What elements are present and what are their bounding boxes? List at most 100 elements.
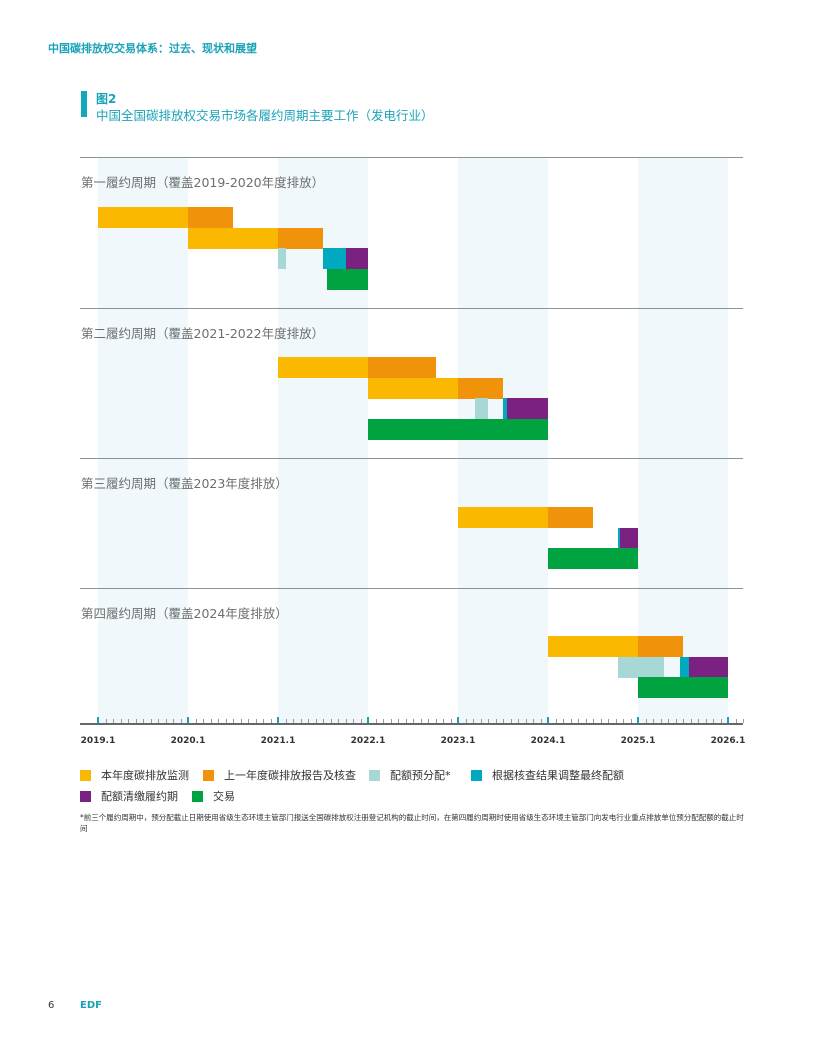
bar-adjust [323,248,346,270]
minor-tick [743,719,744,723]
legend-swatch [80,790,91,802]
minor-tick [353,719,354,723]
bar-report [458,377,503,399]
minor-tick [413,719,414,723]
minor-tick [135,719,137,723]
minor-tick [330,719,332,723]
minor-tick [195,719,197,723]
x-axis [80,723,743,725]
legend-swatch [203,769,214,781]
legend-swatch [471,769,482,781]
minor-tick [420,719,422,723]
bar-adjust [503,398,507,420]
minor-tick [465,719,467,723]
minor-tick [473,719,474,723]
minor-tick [510,719,512,723]
minor-tick [653,719,654,723]
major-tick [367,717,369,723]
page-number: 6 [48,1000,55,1011]
minor-tick [240,719,242,723]
minor-tick [735,719,737,723]
cycle-label: 第三履约周期（覆盖2023年度排放） [81,476,288,491]
minor-tick [668,719,669,723]
legend-label: 交易 [213,790,235,803]
legend-label: 配额清缴履约期 [101,790,178,803]
year-shade [638,157,728,724]
minor-tick [405,719,407,723]
bar-report [368,357,436,379]
minor-tick [128,719,129,723]
legend-swatch [80,769,91,781]
legend-item: 根据核查结果调整最终配额 [471,767,624,783]
bar-preallocate [617,656,664,678]
minor-tick [173,719,174,723]
year-shade [98,157,188,724]
legend-label: 配额预分配* [390,769,451,782]
minor-tick [263,719,264,723]
minor-tick [293,719,294,723]
bar-adjust [617,527,621,549]
minor-tick [698,719,699,723]
minor-tick [443,719,444,723]
minor-tick [495,719,497,723]
minor-tick [540,719,542,723]
minor-tick [255,719,257,723]
bar-monitor [278,357,368,379]
legend-item: 配额清缴履约期 [80,788,178,804]
minor-tick [323,719,324,723]
bar-trade [368,418,548,440]
minor-tick [555,719,557,723]
minor-tick [338,719,339,723]
bar-monitor [188,227,278,249]
minor-tick [203,719,204,723]
minor-tick [623,719,624,723]
minor-tick [225,719,227,723]
minor-tick [383,719,384,723]
major-tick [97,717,99,723]
year-shade [458,157,548,724]
bar-surrender [345,248,368,270]
x-tick-label: 2025.1 [620,736,656,746]
minor-tick [578,719,579,723]
minor-tick [270,719,272,723]
minor-tick [315,719,317,723]
minor-tick [563,719,564,723]
x-tick-label: 2020.1 [170,736,206,746]
minor-tick [233,719,234,723]
minor-tick [428,719,429,723]
legend-item: 交易 [192,788,235,804]
x-tick-label: 2022.1 [350,736,386,746]
major-tick [637,717,639,723]
figure-title: 中国全国碳排放权交易市场各履约周期主要工作（发电行业） [96,108,434,123]
cycle-label: 第一履约周期（覆盖2019-2020年度排放） [81,175,325,190]
minor-tick [705,719,707,723]
minor-tick [360,719,362,723]
bar-report [278,227,323,249]
legend-label: 本年度碳排放监测 [101,769,189,782]
minor-tick [683,719,684,723]
figure-number: 图2 [96,92,117,106]
minor-tick [675,719,677,723]
bar-trade [638,677,728,699]
minor-tick [518,719,519,723]
minor-tick [390,719,392,723]
minor-tick [105,719,107,723]
minor-tick [593,719,594,723]
major-tick [187,717,189,723]
bar-preallocate [475,398,488,420]
legend-swatch [192,790,203,802]
minor-tick [435,719,437,723]
bar-monitor [368,377,458,399]
running-title: 中国碳排放权交易体系：过去、现状和展望 [48,42,257,55]
minor-tick [690,719,692,723]
minor-tick [615,719,617,723]
minor-tick [285,719,287,723]
minor-tick [645,719,647,723]
legend-item: 本年度碳排放监测 [80,767,189,783]
minor-tick [525,719,527,723]
cycle-divider [80,157,743,158]
minor-tick [375,719,377,723]
x-tick-label: 2021.1 [260,736,296,746]
x-tick-label: 2023.1 [440,736,476,746]
